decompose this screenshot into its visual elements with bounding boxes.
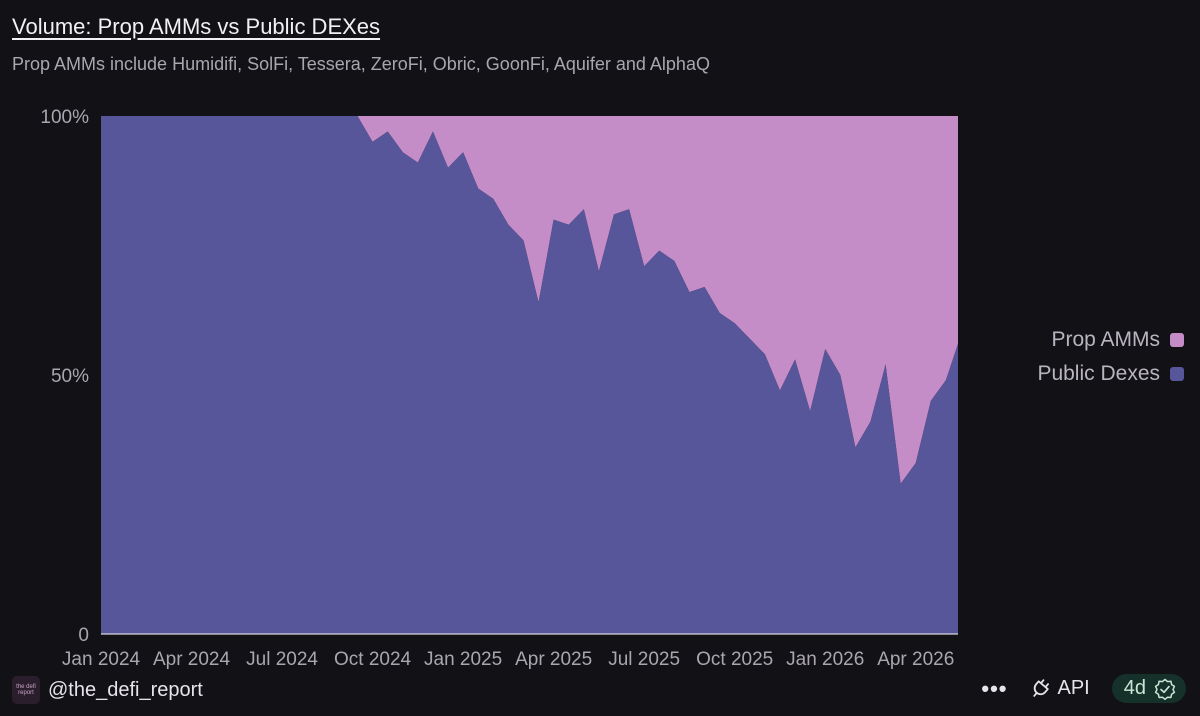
legend-item-prop-amms[interactable]: Prop AMMs <box>1051 328 1184 352</box>
legend-label-public-dexes: Public Dexes <box>1037 362 1160 385</box>
legend-swatch-prop-amms <box>1170 333 1184 347</box>
legend-item-public-dexes[interactable]: Public Dexes <box>1037 362 1184 386</box>
chart-subtitle: Prop AMMs include Humidifi, SolFi, Tesse… <box>12 54 710 74</box>
legend-label-prop-amms: Prop AMMs <box>1051 328 1160 351</box>
badge-label: 4d <box>1123 677 1146 699</box>
x-tick-label: Jan 2026 <box>786 649 864 670</box>
refresh-badge[interactable]: 4d <box>1111 674 1186 703</box>
x-tick-label: Oct 2024 <box>334 649 412 670</box>
legend-swatch-public-dexes <box>1170 367 1184 381</box>
plug-icon <box>1032 678 1049 697</box>
x-tick-label: Jan 2024 <box>62 649 141 670</box>
avatar-text: the defi report <box>16 684 36 696</box>
x-tick-label: Jan 2025 <box>424 649 502 670</box>
legend: Prop AMMs Public Dexes <box>1037 328 1184 386</box>
avatar: the defi report <box>12 676 40 704</box>
chart-title[interactable]: Volume: Prop AMMs vs Public DEXes <box>12 14 381 39</box>
x-tick-label: Oct 2025 <box>696 649 773 670</box>
series-area-public-dexes[interactable] <box>101 116 958 634</box>
x-tick-label: Apr 2024 <box>153 649 231 670</box>
author-info[interactable]: the defi report @the_defi_report <box>12 676 203 704</box>
check-badge-icon <box>1154 678 1176 700</box>
series-area-prop-amms[interactable] <box>101 116 958 484</box>
y-tick-label: 50% <box>51 366 89 387</box>
y-tick-label: 100% <box>40 107 89 128</box>
y-tick-label: 0 <box>78 625 89 646</box>
more-options-button[interactable]: ••• <box>981 675 1008 701</box>
api-label: API <box>1057 677 1090 699</box>
footer-actions: ••• API 4d <box>981 674 1186 703</box>
x-tick-label: Apr 2025 <box>515 649 592 670</box>
x-tick-label: Apr 2026 <box>877 649 954 670</box>
author-handle[interactable]: @the_defi_report <box>48 678 203 701</box>
x-tick-label: Jul 2025 <box>608 649 680 670</box>
api-button[interactable]: API <box>1030 677 1090 700</box>
x-tick-label: Jul 2024 <box>246 649 318 670</box>
